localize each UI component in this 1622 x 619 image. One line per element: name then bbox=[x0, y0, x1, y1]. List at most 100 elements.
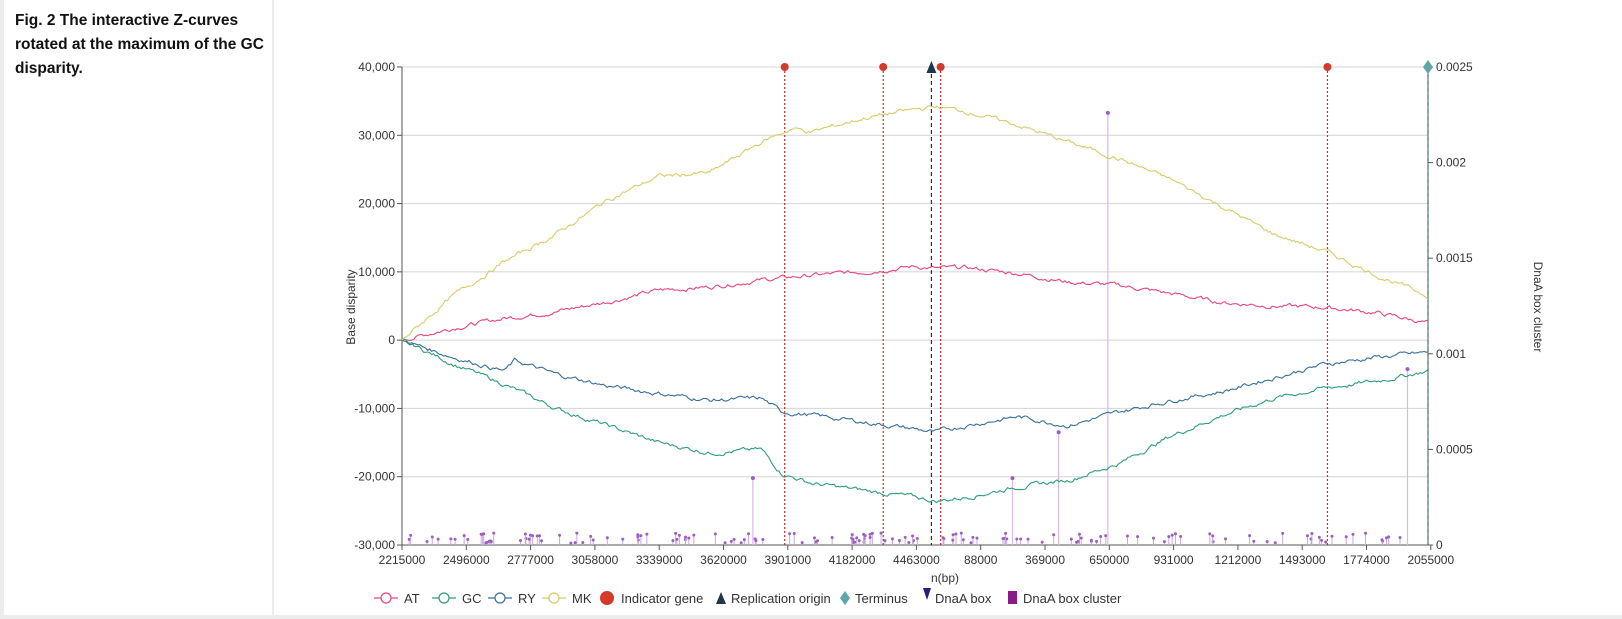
dnaa-box-point bbox=[540, 539, 544, 543]
dnaa-box-point bbox=[573, 541, 577, 545]
dnaa-box-point bbox=[812, 536, 816, 540]
dnaa-box-point bbox=[535, 534, 539, 538]
dnaa-box-point bbox=[1351, 532, 1355, 536]
dnaa-box-point bbox=[1223, 537, 1227, 541]
legend-label: Terminus bbox=[855, 591, 908, 606]
dnaa-box-point bbox=[407, 537, 411, 541]
dnaa-box-point bbox=[732, 537, 736, 541]
dnaa-box-point bbox=[739, 541, 743, 545]
series-line-at bbox=[401, 263, 1429, 342]
y-tick-label: -30,000 bbox=[354, 538, 395, 552]
indicator-gene-marker bbox=[1323, 63, 1332, 71]
dnaa-box-point bbox=[523, 532, 527, 536]
dnaa-box-point bbox=[1076, 539, 1080, 543]
dnaa-box-point bbox=[675, 537, 679, 541]
dnaa-box-point bbox=[684, 535, 688, 539]
dnaa-box-point bbox=[1179, 534, 1183, 538]
x-tick-label: 2777000 bbox=[507, 553, 554, 567]
dnaa-box-point bbox=[1273, 541, 1277, 545]
series-line-gc bbox=[401, 338, 1429, 504]
legend-label: MK bbox=[572, 591, 592, 606]
dnaa-box-point bbox=[591, 538, 595, 542]
dnaa-box-point bbox=[1015, 537, 1019, 541]
dnaa-box-point bbox=[951, 533, 955, 537]
dnaa-box-point bbox=[1265, 540, 1269, 544]
dnaa-box-point bbox=[761, 537, 765, 541]
dnaa-box-point bbox=[538, 534, 542, 538]
dnaa-box-point bbox=[951, 538, 955, 542]
dnaa-box-point bbox=[569, 541, 573, 545]
x-tick-label: 88000 bbox=[964, 553, 998, 567]
dnaa-box-point bbox=[959, 531, 963, 535]
dnaa-box-point bbox=[489, 540, 493, 544]
legend-label: GC bbox=[462, 591, 482, 606]
dnaa-box-point bbox=[853, 540, 857, 544]
dnaa-box-point bbox=[1173, 532, 1177, 536]
x-tick-label: 1774000 bbox=[1343, 553, 1390, 567]
dnaa-box-point bbox=[1317, 535, 1321, 539]
dnaa-box-point bbox=[815, 539, 819, 543]
series-line-ry bbox=[401, 339, 1429, 432]
dnaa-box-point bbox=[1151, 536, 1155, 540]
dnaa-box-point bbox=[453, 537, 457, 541]
dnaa-box-point bbox=[621, 537, 625, 541]
dnaa-box-point bbox=[605, 536, 609, 540]
replication-origin-marker bbox=[926, 61, 937, 73]
vertical-markers bbox=[784, 67, 1429, 545]
x-tick-label: 3901000 bbox=[764, 553, 811, 567]
dnaa-box-point bbox=[747, 532, 751, 536]
dnaa-box-point bbox=[1162, 540, 1166, 544]
top-markers bbox=[780, 60, 1433, 74]
y2-tick-label: 0.0015 bbox=[1436, 251, 1473, 265]
dnaa-box-point bbox=[449, 537, 453, 541]
dnaa-box-point bbox=[862, 532, 866, 536]
dnaa-box-point bbox=[879, 531, 883, 535]
y-tick-label: 20,000 bbox=[358, 197, 395, 211]
dnaa-box-point bbox=[971, 535, 975, 539]
dnaa-box-point bbox=[788, 532, 792, 536]
indicator-gene-marker bbox=[936, 63, 945, 71]
dnaa-box-point bbox=[1310, 532, 1314, 536]
dnaa-box-point bbox=[907, 540, 911, 544]
legend-symbol-circle bbox=[548, 592, 560, 604]
dnaa-box-point bbox=[466, 537, 470, 541]
dnaa-box-point bbox=[1344, 535, 1348, 539]
x-tick-label: 1493000 bbox=[1279, 553, 1326, 567]
dnaa-box-point bbox=[1040, 540, 1044, 544]
dnaa-box-point bbox=[636, 535, 640, 539]
x-tick-label: 2055000 bbox=[1407, 553, 1454, 567]
x-tick-label: 3058000 bbox=[572, 553, 619, 567]
y-tick-label: 0 bbox=[388, 333, 395, 347]
y-tick-label: 10,000 bbox=[358, 265, 395, 279]
dnaa-box-point bbox=[524, 537, 528, 541]
x-tick-label: 931000 bbox=[1154, 553, 1194, 567]
dnaa-box-point bbox=[723, 541, 727, 545]
dnaa-box-point bbox=[409, 533, 413, 537]
dnaa-box-point bbox=[954, 532, 958, 536]
dnaa-box-point bbox=[1004, 531, 1008, 535]
dnaa-box-point bbox=[903, 535, 907, 539]
dnaa-box-point bbox=[1099, 535, 1103, 539]
legend-symbol-circle bbox=[438, 592, 450, 604]
dnaa-box-point bbox=[754, 539, 758, 543]
x-tick-label: 650000 bbox=[1089, 553, 1129, 567]
dnaa-box-point bbox=[800, 541, 804, 545]
dnaa-box-point bbox=[558, 533, 562, 537]
dnaa-box-point bbox=[851, 537, 855, 541]
dnaa-box-point bbox=[713, 532, 717, 536]
dnaa-box-point bbox=[850, 533, 854, 537]
legend-symbol-circle bbox=[380, 592, 392, 604]
x-tick-label: 2215000 bbox=[379, 553, 426, 567]
dnaa-box-point bbox=[639, 534, 643, 538]
y-tick-label: 30,000 bbox=[358, 128, 395, 142]
z-curve-chart[interactable]: 40,000 30,000 20,000 10,000 0 -10,000 -20,000 -… bbox=[274, 0, 1622, 615]
dnaa-box-point bbox=[1211, 534, 1215, 538]
legend-label: AT bbox=[404, 591, 420, 606]
x-tick-label: 2496000 bbox=[443, 553, 490, 567]
dnaa-box-point bbox=[518, 539, 522, 543]
indicator-gene-marker bbox=[879, 63, 888, 71]
figure-caption: Fig. 2 The interactive Z-curves rotated … bbox=[15, 12, 264, 77]
dnaa-box-point bbox=[1248, 534, 1252, 538]
dnaa-box-point bbox=[915, 537, 919, 541]
dnaa-box-point bbox=[1387, 535, 1391, 539]
